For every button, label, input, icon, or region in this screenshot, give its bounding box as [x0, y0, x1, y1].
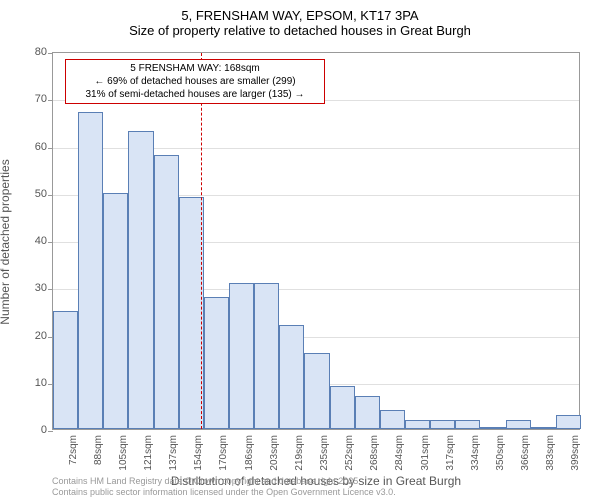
histogram-bar	[279, 325, 304, 429]
x-tick-label: 235sqm	[319, 435, 330, 485]
y-tick-mark	[48, 100, 53, 101]
y-tick-label: 50	[17, 188, 47, 200]
annotation-line: ← 69% of detached houses are smaller (29…	[70, 75, 320, 88]
x-tick-label: 334sqm	[470, 435, 481, 485]
footer-line2: Contains public sector information licen…	[52, 487, 396, 498]
histogram-bar	[204, 297, 229, 429]
histogram-bar	[556, 415, 581, 429]
histogram-bar	[53, 311, 78, 429]
y-tick-mark	[48, 148, 53, 149]
y-tick-label: 40	[17, 235, 47, 247]
y-tick-mark	[48, 195, 53, 196]
histogram-bar	[304, 353, 329, 429]
y-tick-label: 80	[17, 46, 47, 58]
x-tick-label: 203sqm	[269, 435, 280, 485]
histogram-bar	[455, 420, 480, 429]
histogram-bar	[254, 283, 279, 429]
x-tick-label: 186sqm	[244, 435, 255, 485]
histogram-bar	[103, 193, 128, 429]
annotation-line: 5 FRENSHAM WAY: 168sqm	[70, 62, 320, 75]
y-tick-label: 20	[17, 330, 47, 342]
y-tick-label: 10	[17, 377, 47, 389]
chart-title-line2: Size of property relative to detached ho…	[0, 23, 600, 38]
annotation-box: 5 FRENSHAM WAY: 168sqm← 69% of detached …	[65, 59, 325, 104]
x-tick-label: 154sqm	[193, 435, 204, 485]
x-tick-label: 284sqm	[394, 435, 405, 485]
histogram-bar	[330, 386, 355, 429]
histogram-bar	[380, 410, 405, 429]
plot-area: 5 FRENSHAM WAY: 168sqm← 69% of detached …	[52, 52, 580, 430]
y-tick-mark	[48, 242, 53, 243]
chart-container: 5, FRENSHAM WAY, EPSOM, KT17 3PA Size of…	[0, 8, 600, 500]
x-tick-label: 121sqm	[143, 435, 154, 485]
histogram-bar	[405, 420, 430, 429]
histogram-bar	[506, 420, 531, 429]
histogram-bar	[430, 420, 455, 429]
x-tick-label: 72sqm	[68, 435, 79, 485]
x-tick-label: 219sqm	[294, 435, 305, 485]
y-tick-label: 60	[17, 141, 47, 153]
x-tick-label: 301sqm	[420, 435, 431, 485]
marker-line	[201, 53, 202, 429]
chart-title-line1: 5, FRENSHAM WAY, EPSOM, KT17 3PA	[0, 8, 600, 23]
y-tick-mark	[48, 53, 53, 54]
x-tick-label: 383sqm	[545, 435, 556, 485]
x-tick-label: 399sqm	[570, 435, 581, 485]
y-tick-mark	[48, 289, 53, 290]
annotation-line: 31% of semi-detached houses are larger (…	[70, 88, 320, 101]
y-axis-title: Number of detached properties	[0, 112, 12, 372]
histogram-bar	[154, 155, 179, 429]
histogram-bar	[480, 427, 505, 429]
x-tick-label: 268sqm	[369, 435, 380, 485]
x-tick-label: 366sqm	[520, 435, 531, 485]
x-tick-label: 88sqm	[93, 435, 104, 485]
x-tick-label: 105sqm	[118, 435, 129, 485]
x-tick-label: 137sqm	[168, 435, 179, 485]
x-tick-label: 350sqm	[495, 435, 506, 485]
histogram-bar	[128, 131, 153, 429]
x-tick-label: 317sqm	[445, 435, 456, 485]
histogram-bar	[355, 396, 380, 429]
x-tick-label: 252sqm	[344, 435, 355, 485]
histogram-bar	[78, 112, 103, 429]
y-tick-mark	[48, 431, 53, 432]
x-tick-label: 170sqm	[218, 435, 229, 485]
histogram-bar	[531, 427, 556, 429]
y-tick-label: 0	[17, 424, 47, 436]
y-tick-label: 70	[17, 93, 47, 105]
histogram-bar	[229, 283, 254, 429]
y-tick-label: 30	[17, 282, 47, 294]
